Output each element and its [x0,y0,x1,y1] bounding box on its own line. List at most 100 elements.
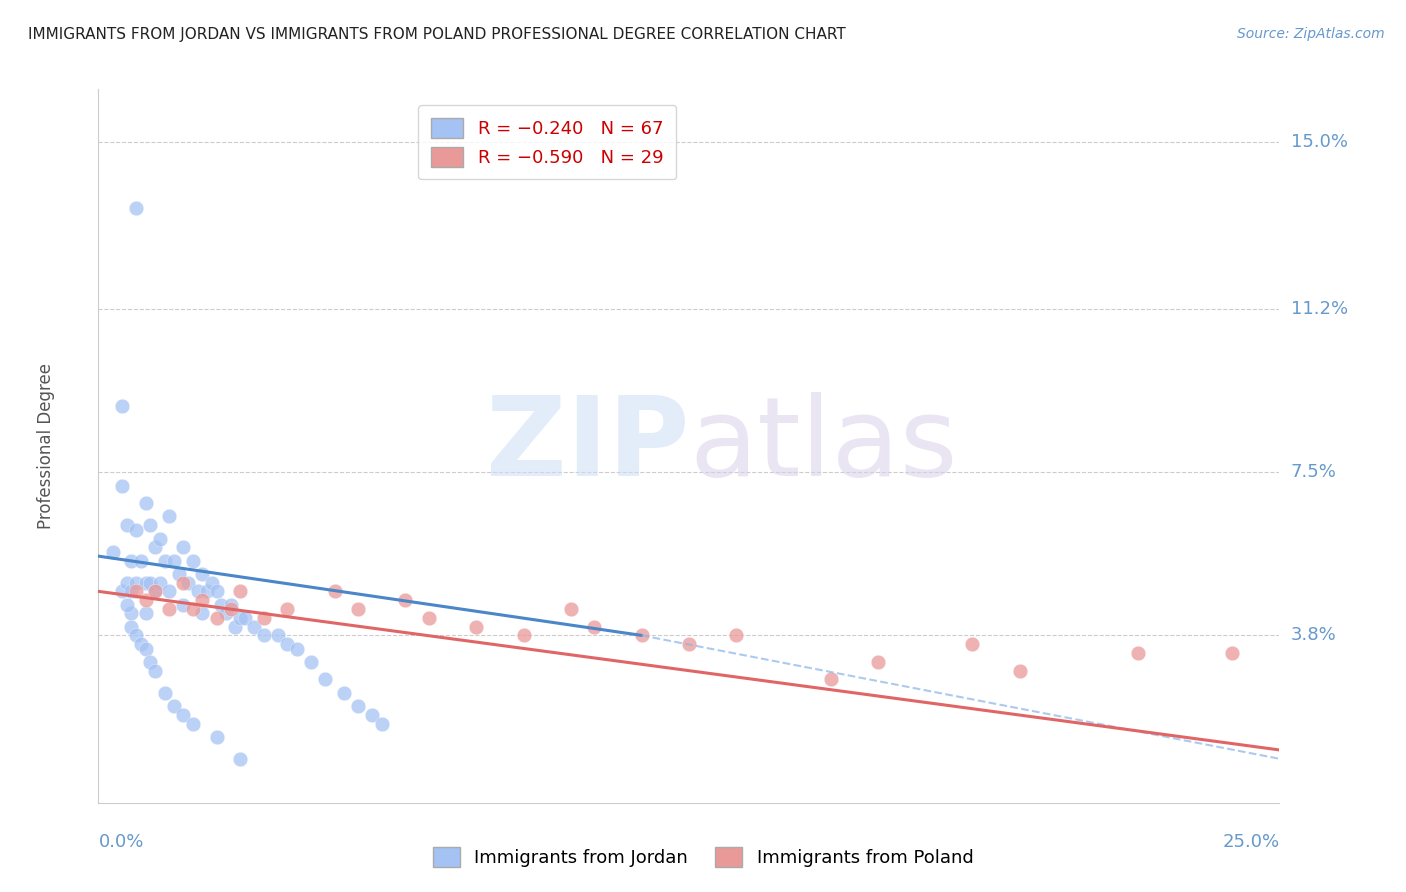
Point [125,523,148,537]
Point [243,619,266,633]
Point [121,619,143,633]
Legend: Immigrants from Jordan, Immigrants from Poland: Immigrants from Jordan, Immigrants from … [426,839,980,874]
Text: 7.5%: 7.5% [1291,464,1337,482]
Point [253,611,276,625]
Point [181,602,204,616]
Point [135,641,157,656]
Point [299,655,322,669]
Point [219,602,242,616]
Point [187,584,209,599]
Text: 15.0%: 15.0% [1291,133,1347,151]
Point [125,628,148,642]
Point [172,598,194,612]
Point [209,598,232,612]
Point [191,593,214,607]
Point [172,541,194,555]
Point [129,637,152,651]
Point [229,584,252,599]
Point [163,698,186,713]
Point [143,664,166,678]
Point [135,496,157,510]
Point [1126,646,1149,660]
Text: IMMIGRANTS FROM JORDAN VS IMMIGRANTS FROM POLAND PROFESSIONAL DEGREE CORRELATION: IMMIGRANTS FROM JORDAN VS IMMIGRANTS FRO… [28,27,846,42]
Point [191,566,214,581]
Point [139,518,162,533]
Point [143,541,166,555]
Point [149,575,172,590]
Point [347,602,370,616]
Point [267,628,290,642]
Text: Source: ZipAtlas.com: Source: ZipAtlas.com [1237,27,1385,41]
Point [229,611,252,625]
Point [143,584,166,599]
Point [285,641,308,656]
Point [163,553,186,567]
Point [560,602,582,616]
Point [129,553,152,567]
Text: 25.0%: 25.0% [1222,833,1279,851]
Point [253,628,276,642]
Point [314,673,336,687]
Point [191,607,214,621]
Text: 0.0%: 0.0% [98,833,143,851]
Point [139,655,162,669]
Point [866,655,889,669]
Point [1008,664,1031,678]
Point [143,584,166,599]
Point [583,619,606,633]
Point [181,553,204,567]
Point [1220,646,1243,660]
Point [276,637,298,651]
Point [125,575,148,590]
Point [205,611,228,625]
Point [149,532,172,546]
Point [172,707,194,722]
Text: 3.8%: 3.8% [1291,626,1336,644]
Point [153,553,176,567]
Point [167,566,190,581]
Text: ZIP: ZIP [485,392,689,500]
Point [121,607,143,621]
Point [630,628,652,642]
Point [121,584,143,599]
Point [962,637,984,651]
Point [111,400,134,414]
Legend: R = −0.240   N = 67, R = −0.590   N = 29: R = −0.240 N = 67, R = −0.590 N = 29 [419,105,676,179]
Point [111,478,134,492]
Point [678,637,700,651]
Point [820,673,842,687]
Point [361,707,384,722]
Point [512,628,534,642]
Point [115,575,138,590]
Point [135,607,157,621]
Point [201,575,224,590]
Point [181,716,204,731]
Text: 11.2%: 11.2% [1291,301,1348,318]
Point [157,602,180,616]
Point [347,698,370,713]
Point [172,575,194,590]
Point [135,575,157,590]
Text: atlas: atlas [689,392,957,500]
Point [233,611,256,625]
Point [371,716,394,731]
Point [157,584,180,599]
Point [205,730,228,744]
Point [135,593,157,607]
Text: Professional Degree: Professional Degree [37,363,55,529]
Point [195,584,218,599]
Point [125,584,148,599]
Point [394,593,416,607]
Point [224,619,246,633]
Point [323,584,346,599]
Point [157,509,180,524]
Point [418,611,440,625]
Point [153,686,176,700]
Point [333,686,356,700]
Point [177,575,200,590]
Point [229,752,252,766]
Point [101,545,124,559]
Point [115,598,138,612]
Point [205,584,228,599]
Point [125,201,148,215]
